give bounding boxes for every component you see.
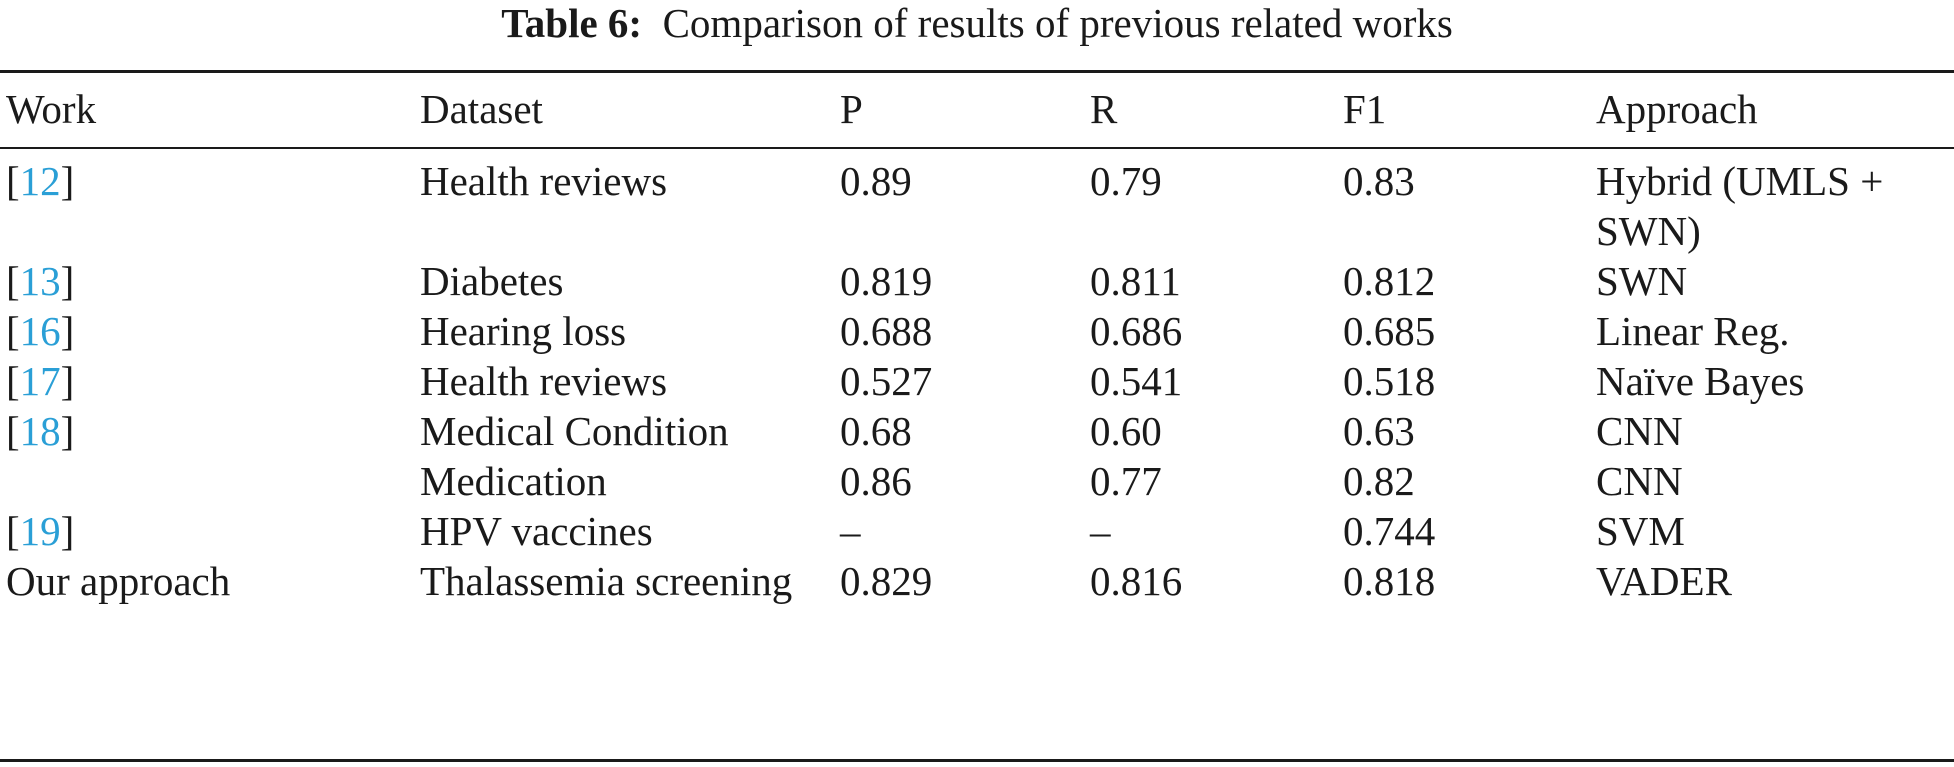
f1-cell: 0.82 [1343,458,1415,504]
approach-cell: SVM [1596,508,1685,554]
table-row: Our approach Thalassemia screening 0.829… [0,556,1954,606]
citation-link[interactable]: 18 [19,408,61,454]
f1-cell: 0.83 [1343,158,1415,204]
dataset-cell: Thalassemia screening [420,558,793,604]
dataset-cell: Health reviews [420,158,668,204]
dataset-cell: Medical Condition [420,408,729,454]
table-row: [19] HPV vaccines – – 0.744 SVM [0,506,1954,556]
r-cell: 0.60 [1090,408,1162,454]
table-label: Table 6: [501,0,643,46]
work-cell: [17] [6,358,75,404]
f1-cell: 0.744 [1343,508,1436,554]
p-cell: 0.68 [840,408,912,454]
r-cell: – [1090,508,1111,554]
p-cell: – [840,508,861,554]
r-cell: 0.541 [1090,358,1183,404]
dataset-cell: Hearing loss [420,308,627,354]
approach-cell: VADER [1596,558,1732,604]
table-caption: Table 6: Comparison of results of previo… [0,0,1954,46]
table-row: [16] Hearing loss 0.688 0.686 0.685 Line… [0,306,1954,356]
dataset-cell: Medication [420,458,607,504]
top-rule [0,70,1954,73]
table-row: [13] Diabetes 0.819 0.811 0.812 SWN [0,256,1954,306]
work-cell: [16] [6,308,75,354]
work-cell [0,456,420,506]
col-header-f1: F1 [1343,86,1387,132]
work-cell: Our approach [6,558,231,604]
col-header-work: Work [6,86,97,132]
r-cell: 0.816 [1090,558,1183,604]
table-title: Comparison of results of previous relate… [662,0,1453,46]
work-cell: [18] [6,408,75,454]
bottom-rule [0,759,1954,762]
f1-cell: 0.518 [1343,358,1436,404]
f1-cell: 0.818 [1343,558,1436,604]
p-cell: 0.688 [840,308,933,354]
r-cell: 0.811 [1090,258,1181,304]
dataset-cell: Health reviews [420,358,668,404]
col-header-dataset: Dataset [420,86,543,132]
dataset-cell: Diabetes [420,258,564,304]
work-cell: [13] [6,258,75,304]
r-cell: 0.686 [1090,308,1183,354]
f1-cell: 0.63 [1343,408,1415,454]
f1-cell: 0.685 [1343,308,1436,354]
citation-link[interactable]: 13 [19,258,61,304]
citation-link[interactable]: 16 [19,308,61,354]
table-row: [12] Health reviews 0.89 0.79 0.83 Hybri… [0,148,1954,256]
approach-cell: SWN [1596,258,1688,304]
col-header-r: R [1090,86,1118,132]
col-header-approach: Approach [1596,86,1758,132]
approach-cell: CNN [1596,458,1683,504]
citation-link[interactable]: 19 [19,508,61,554]
r-cell: 0.77 [1090,458,1162,504]
f1-cell: 0.812 [1343,258,1436,304]
p-cell: 0.527 [840,358,933,404]
r-cell: 0.79 [1090,158,1162,204]
col-header-p: P [840,86,863,132]
table-row: Medication 0.86 0.77 0.82 CNN [0,456,1954,506]
dataset-cell: HPV vaccines [420,508,653,554]
p-cell: 0.829 [840,558,933,604]
approach-cell: Naïve Bayes [1596,358,1805,404]
header-rule [0,147,1954,149]
approach-cell: Hybrid (UMLS + SWN) [1596,158,1884,254]
p-cell: 0.89 [840,158,912,204]
citation-link[interactable]: 17 [19,358,61,404]
work-cell: [12] [6,158,75,204]
citation-link[interactable]: 12 [19,158,61,204]
header-row: Work Dataset P R F1 Approach [0,84,1954,148]
approach-cell: CNN [1596,408,1683,454]
results-table: Work Dataset P R F1 Approach [12] Health… [0,84,1954,606]
work-cell: [19] [6,508,75,554]
p-cell: 0.819 [840,258,933,304]
p-cell: 0.86 [840,458,912,504]
table-row: [17] Health reviews 0.527 0.541 0.518 Na… [0,356,1954,406]
table-row: [18] Medical Condition 0.68 0.60 0.63 CN… [0,406,1954,456]
approach-cell: Linear Reg. [1596,308,1790,354]
